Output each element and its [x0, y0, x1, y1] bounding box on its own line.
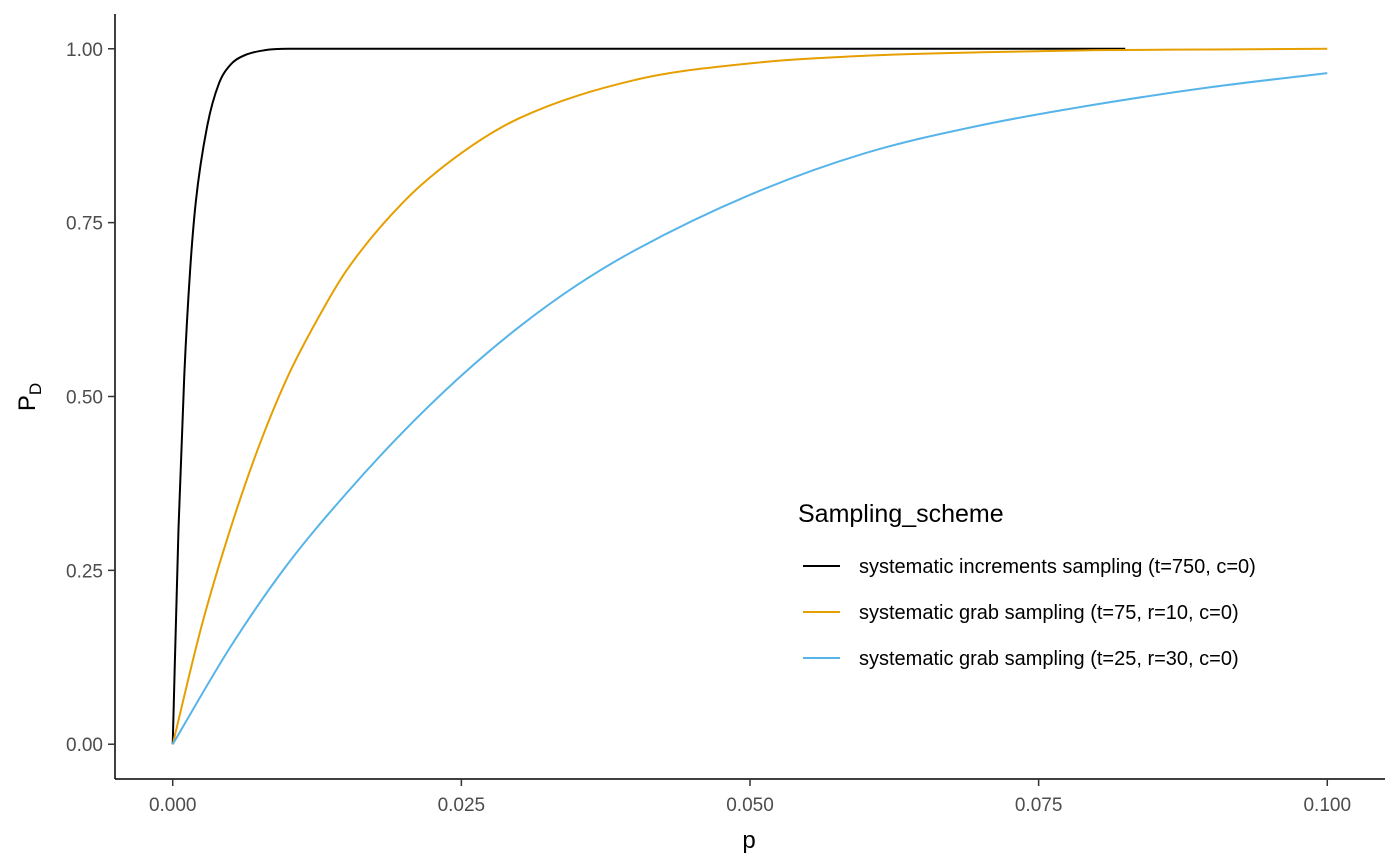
- x-tick-label: 0.000: [149, 795, 197, 816]
- series-line-1: [171, 47, 1126, 745]
- y-tick-label: 0.25: [66, 561, 103, 582]
- x-tick-label: 0.100: [1303, 795, 1351, 816]
- y-tick-label: 1.00: [66, 40, 103, 61]
- y-axis-title-subscript: D: [26, 383, 45, 395]
- x-tick-label: 0.025: [438, 795, 486, 816]
- y-axis-ticks: 0.00 0.25 0.50 0.75 1.00: [66, 40, 115, 756]
- y-axis-title-main: P: [14, 395, 41, 411]
- x-axis-ticks: 0.000 0.025 0.050 0.075 0.100: [149, 779, 1351, 816]
- legend-items: systematic increments sampling (t=750, c…: [803, 556, 1256, 670]
- x-axis-title: p: [742, 827, 755, 854]
- series-line-3: [171, 72, 1328, 745]
- y-tick-label: 0.50: [66, 388, 103, 409]
- x-tick-label: 0.050: [726, 795, 774, 816]
- legend: Sampling_scheme systematic increments sa…: [798, 500, 1256, 670]
- x-tick-label: 0.075: [1015, 795, 1063, 816]
- legend-label-1: systematic increments sampling (t=750, c…: [859, 556, 1256, 578]
- legend-title: Sampling_scheme: [798, 500, 1004, 528]
- series-line-2: [171, 47, 1328, 745]
- y-tick-label: 0.00: [66, 735, 103, 756]
- legend-label-3: systematic grab sampling (t=25, r=30, c=…: [859, 648, 1239, 670]
- legend-label-2: systematic grab sampling (t=75, r=10, c=…: [859, 602, 1239, 624]
- y-axis-title: PD: [14, 383, 45, 411]
- y-tick-label: 0.75: [66, 214, 103, 235]
- plot-area: [171, 47, 1328, 745]
